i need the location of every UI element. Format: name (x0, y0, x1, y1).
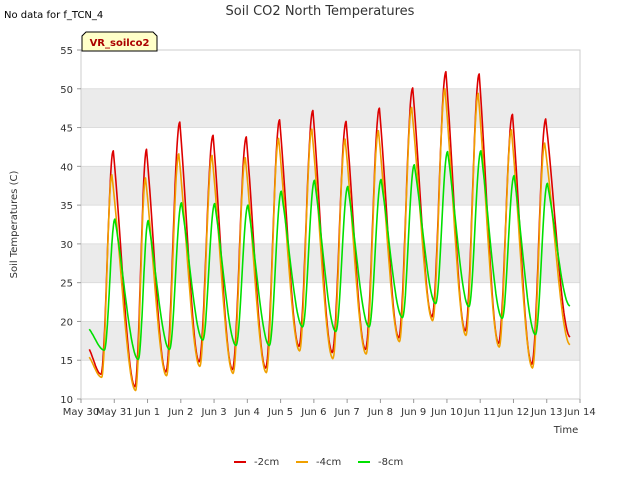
site-label-background (81, 31, 158, 52)
y-axis: 10 15 20 25 30 35 40 45 50 55 (60, 46, 81, 406)
legend-label: -4cm (316, 457, 341, 468)
legend: -2cm -4cm -8cm (234, 457, 403, 468)
x-axis-title: Time (553, 425, 578, 436)
x-tick-label: Jun 8 (367, 407, 393, 418)
x-tick-label: Jun 5 (267, 407, 293, 418)
chart-title: Soil CO2 North Temperatures (226, 4, 415, 19)
legend-label: -8cm (378, 457, 403, 468)
x-tick-label: Jun 3 (200, 407, 226, 418)
site-label: VR_soilco2 (90, 38, 150, 49)
x-tick-label: Jun 1 (134, 407, 160, 418)
y-tick-label: 45 (60, 124, 73, 135)
y-tick-label: 40 (60, 162, 73, 173)
y-tick-label: 55 (60, 46, 73, 57)
x-tick-label: Jun 9 (400, 407, 426, 418)
no-data-note: No data for f_TCN_4 (4, 10, 103, 21)
y-axis-title: Soil Temperatures (C) (9, 171, 20, 279)
grid-band (81, 243, 580, 283)
site-label-box: VR_soilco2 (81, 31, 158, 52)
x-tick-label: Jun 14 (563, 407, 596, 418)
grid-band (81, 166, 580, 206)
y-tick-label: 25 (60, 279, 73, 290)
x-tick-label: Jun 13 (530, 407, 563, 418)
series-line-8cmcm (88, 150, 571, 361)
series-line-4cmcm (88, 88, 571, 392)
legend-label: -2cm (254, 457, 279, 468)
x-tick-label: May 30 (63, 407, 100, 418)
x-tick-label: Jun 2 (167, 407, 193, 418)
series-layer (88, 70, 571, 392)
x-tick-label: Jun 12 (497, 407, 530, 418)
x-tick-label: Jun 11 (463, 407, 496, 418)
grid-band (81, 88, 580, 128)
x-tick-label: Jun 7 (334, 407, 360, 418)
y-tick-label: 20 (60, 317, 73, 328)
y-tick-label: 50 (60, 85, 73, 96)
x-tick-label: Jun 4 (234, 407, 260, 418)
y-tick-label: 10 (60, 395, 73, 406)
y-tick-label: 15 (60, 356, 73, 367)
y-tick-label: 30 (60, 240, 73, 251)
x-tick-label: May 31 (96, 407, 133, 418)
x-tick-label: Jun 6 (300, 407, 326, 418)
x-tick-label: Jun 10 (430, 407, 463, 418)
plot-frame (80, 49, 581, 400)
y-tick-label: 35 (60, 201, 73, 212)
